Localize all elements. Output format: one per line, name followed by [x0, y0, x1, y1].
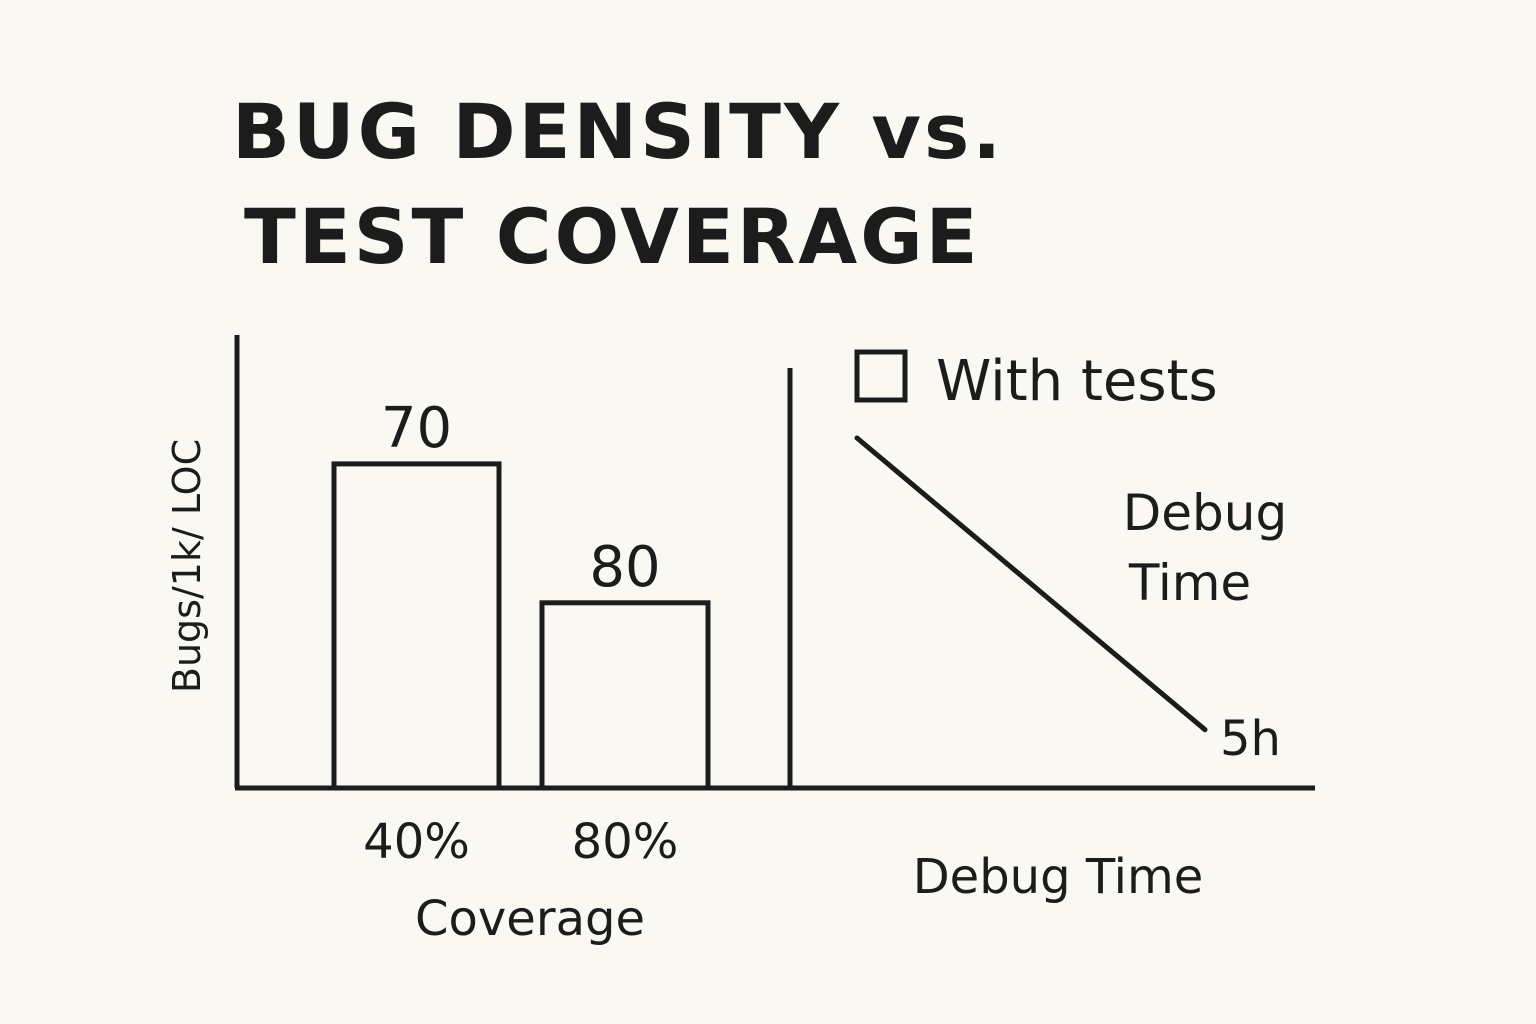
bar-category-label-2: 80%: [572, 814, 679, 870]
line-series: [854, 435, 1208, 733]
bar-chart-ylabel: Bugs/1k/ LOC: [165, 439, 209, 693]
bar-value-label-1: 70: [381, 396, 452, 461]
line-with-tests: [854, 435, 1208, 733]
bar-value-label-2: 80: [589, 535, 660, 600]
legend-swatch-icon: [854, 349, 908, 403]
bar-chart-xlabel: Coverage: [415, 891, 645, 947]
series-label-line-2: Time: [1128, 554, 1251, 612]
legend-label: With tests: [936, 349, 1218, 414]
line-chart-xlabel: Debug Time: [913, 849, 1204, 905]
chart-title-line-2: TEST COVERAGE: [244, 192, 981, 281]
chart-title-line-1: BUG DENSITY vs.: [232, 87, 1004, 176]
bar-category-label-1: 40%: [363, 814, 470, 870]
bar-1: [331, 461, 502, 791]
bar-series: [331, 461, 711, 791]
bar-value-labels: 70 80: [381, 396, 661, 600]
line-end-label: 5h: [1220, 711, 1281, 767]
bar-2: [539, 600, 711, 791]
bar-category-labels: 40% 80%: [363, 814, 678, 870]
series-label-line-1: Debug: [1123, 484, 1287, 542]
